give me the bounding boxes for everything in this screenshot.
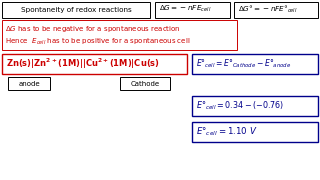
Bar [2, 2, 150, 18]
Bar [155, 2, 230, 18]
Bar [192, 122, 318, 142]
Text: Spontaneity of redox reactions: Spontaneity of redox reactions [20, 7, 132, 13]
Bar [192, 54, 318, 74]
Text: anode: anode [18, 81, 40, 87]
Text: $E°_{cell} = E°_{Cathode} - E°_{anode}$: $E°_{cell} = E°_{Cathode} - E°_{anode}$ [196, 58, 291, 70]
Text: Hence  $E_{cell}$ has to be positive for a spontaneous cell: Hence $E_{cell}$ has to be positive for … [5, 37, 190, 47]
Text: $\mathbf{Zn(s)|Zn^{2+}(1M)||Cu^{2+}(1M)|Cu(s)}$: $\mathbf{Zn(s)|Zn^{2+}(1M)||Cu^{2+}(1M)|… [6, 57, 160, 71]
Text: $\Delta G = -nFE_{cell}$: $\Delta G = -nFE_{cell}$ [159, 4, 212, 14]
Text: $E°_{cell} = 0.34 - (-0.76)$: $E°_{cell} = 0.34 - (-0.76)$ [196, 100, 284, 112]
Text: Cathode: Cathode [131, 81, 160, 87]
Bar [2, 54, 187, 74]
Bar [234, 2, 318, 18]
Bar [2, 20, 237, 50]
Text: $\Delta G° = -nFE°_{cell}$: $\Delta G° = -nFE°_{cell}$ [238, 3, 298, 15]
Bar [192, 96, 318, 116]
Text: $\Delta G$ has to be negative for a spontaneous reaction: $\Delta G$ has to be negative for a spon… [5, 24, 181, 34]
Text: $E°_{cell} = 1.10\ V$: $E°_{cell} = 1.10\ V$ [196, 126, 258, 138]
Bar [120, 77, 170, 90]
Bar [8, 77, 50, 90]
